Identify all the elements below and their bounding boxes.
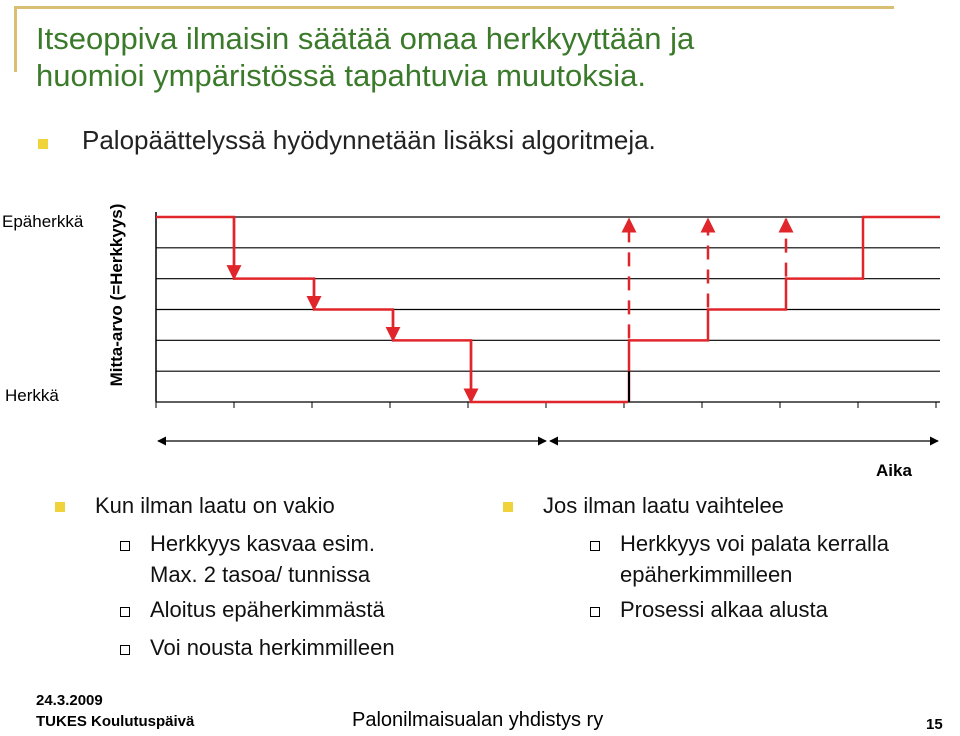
title-decoration-top [14,6,894,9]
left-item-3-bullet-icon [120,645,130,655]
intro-bullet-icon [38,139,48,149]
left-list-heading: Kun ilman laatu on vakio [95,493,335,518]
right-heading-bullet-icon [503,502,513,512]
left-item-3-text: Voi nousta herkimmilleen [150,635,395,660]
slide-title-line-2: huomioi ympäristössä tapahtuvia muutoksi… [36,58,646,93]
footer-event: TUKES Koulutuspäivä [36,713,195,730]
right-item-1-line-2: epäherkimmilleen [620,562,793,587]
left-item-1-line-1: Herkkyys kasvaa esim. [150,531,375,556]
footer-date: 24.3.2009 [36,692,103,709]
left-heading-bullet-icon [55,502,65,512]
left-item-1-bullet-icon [120,541,130,551]
slide-title-line-1: Itseoppiva ilmaisin säätää omaa herkkyyt… [36,21,695,56]
right-item-2-text: Prosessi alkaa alusta [620,597,828,622]
sensitivity-step-rise [627,215,940,402]
right-item-2-bullet-icon [590,607,600,617]
left-item-1-line-2: Max. 2 tasoa/ tunnissa [150,562,371,587]
right-item-1-line-1: Herkkyys voi palata kerralla [620,531,889,556]
slide-title: Itseoppiva ilmaisin säätää omaa herkkyyt… [36,20,936,94]
label-sensitive: Herkkä [5,386,59,405]
label-insensitive: Epäherkkä [2,212,84,231]
left-item-2-bullet-icon [120,607,130,617]
left-item-2-text: Aloitus epäherkimmästä [150,597,385,622]
footer-organization: Palonilmaisualan yhdistys ry [352,709,604,731]
right-list-heading: Jos ilman laatu vaihtelee [543,493,784,518]
x-axis-label: Aika [876,461,912,480]
footer-page-number: 15 [926,716,943,733]
right-item-1-bullet-icon [590,541,600,551]
intro-bullet-text: Palopäättelyssä hyödynnetään lisäksi alg… [82,125,656,155]
title-decoration-left [14,6,17,72]
